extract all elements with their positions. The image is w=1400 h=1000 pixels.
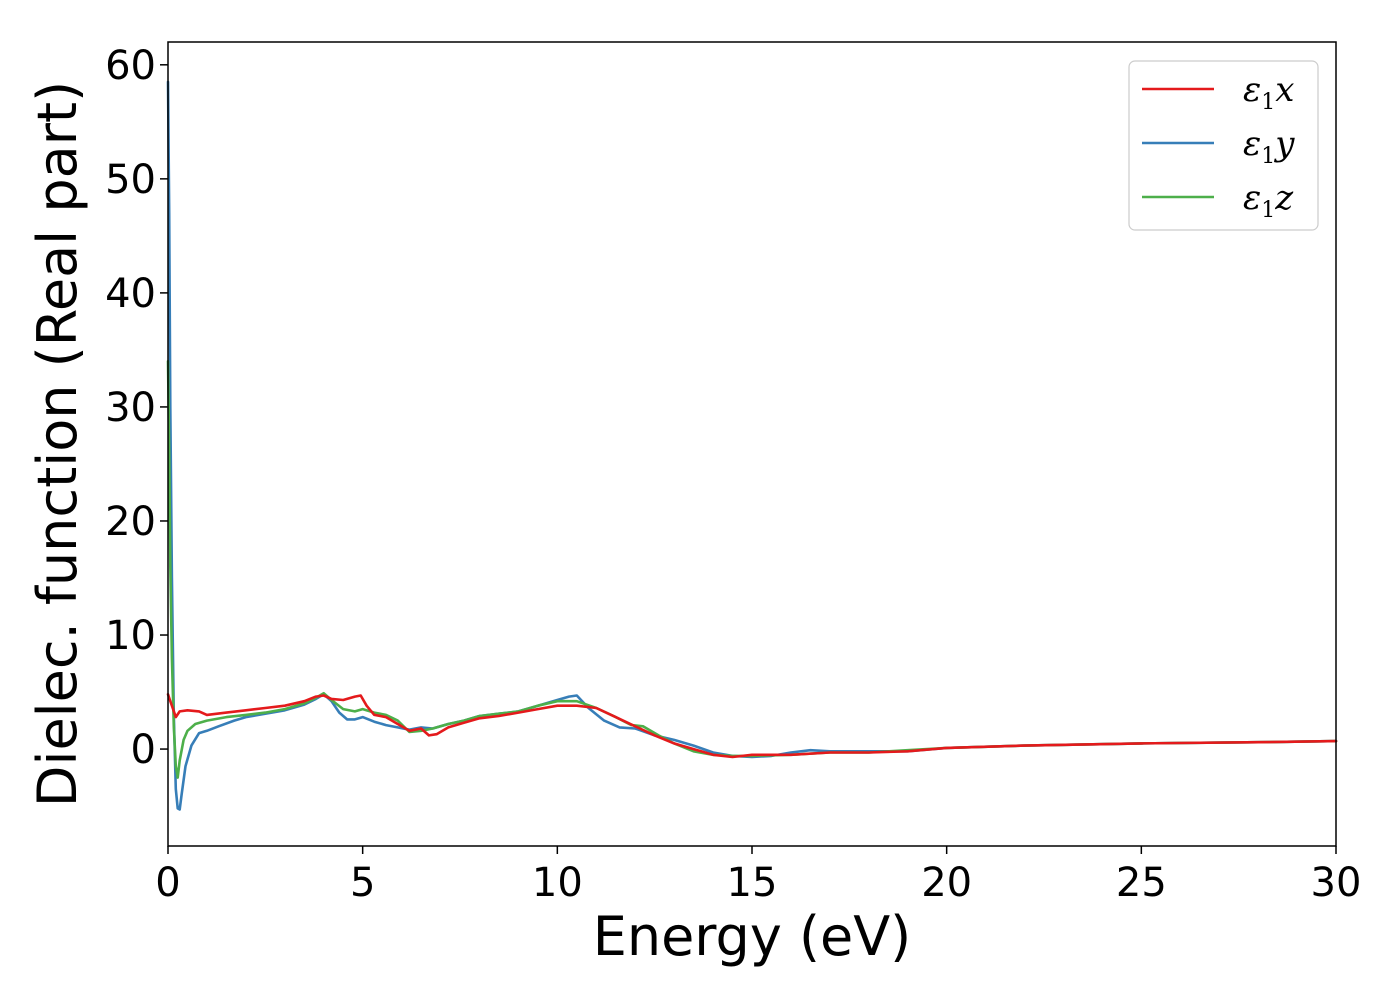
- x-tick-label: 30: [1311, 860, 1362, 906]
- x-tick-label: 10: [532, 860, 583, 906]
- series-line-x: [166, 693, 1338, 759]
- y-tick-label: 30: [105, 385, 156, 431]
- x-tick-label: 20: [921, 860, 972, 906]
- y-tick-label: 40: [105, 271, 156, 317]
- y-tick-label: 10: [105, 613, 156, 659]
- plot-series: [166, 80, 1338, 811]
- y-tick-label: 20: [105, 499, 156, 545]
- x-tick-label: 15: [727, 860, 778, 906]
- legend-label-x: ε1x: [1243, 70, 1294, 115]
- legend-label-y: ε1y: [1243, 124, 1295, 169]
- y-tick-label: 60: [105, 43, 156, 89]
- y-tick-label: 50: [105, 157, 156, 203]
- x-tick-label: 5: [350, 860, 375, 906]
- legend-box: [1128, 60, 1319, 231]
- legend: ε1x ε1y ε1z: [1128, 60, 1319, 231]
- x-axis-title: Energy (eV): [593, 905, 912, 968]
- plot-frame: [167, 41, 1337, 847]
- axes: 0 5 10 15 20 25 30 0 10 20 30 40 50 60: [105, 43, 1361, 906]
- y-axis-title: Dielec. function (Real part): [26, 81, 89, 807]
- x-tick-label: 25: [1116, 860, 1167, 906]
- x-tick-label: 0: [155, 860, 180, 906]
- legend-label-z: ε1z: [1243, 178, 1294, 223]
- y-tick-label: 0: [131, 727, 156, 773]
